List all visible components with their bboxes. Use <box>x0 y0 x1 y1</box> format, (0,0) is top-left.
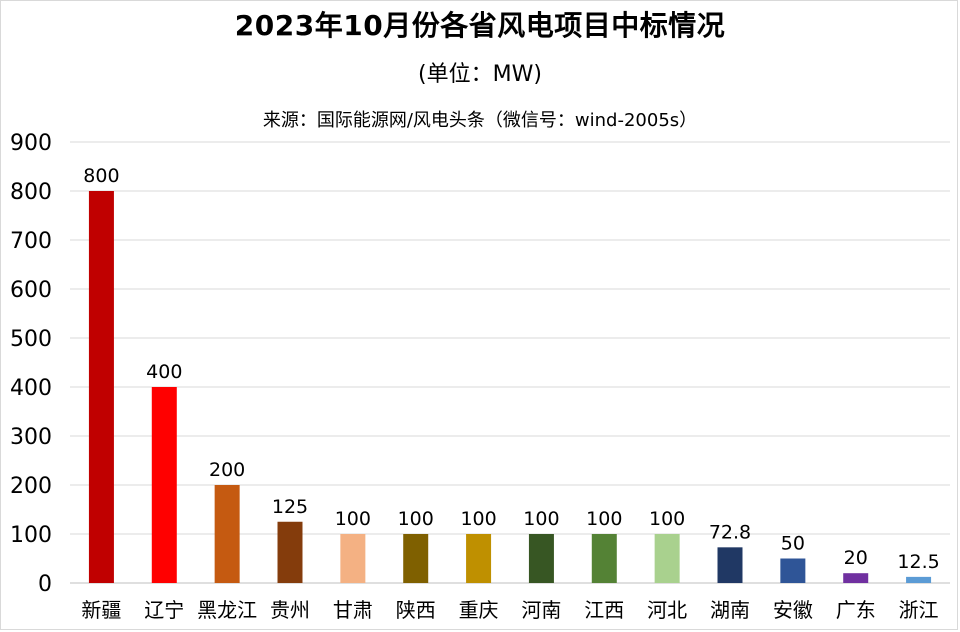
category-label: 江西 <box>584 598 624 622</box>
chart-title: 2023年10月份各省风电项目中标情况 <box>234 9 726 42</box>
data-label: 50 <box>781 533 805 555</box>
y-axis-ticks: 0 100 200 300 400 500 600 700 800 900 <box>10 131 52 597</box>
category-label: 新疆 <box>81 598 121 622</box>
data-label: 100 <box>523 508 559 530</box>
y-tick-label: 200 <box>10 474 52 499</box>
y-tick-label: 700 <box>10 229 52 254</box>
y-tick-label: 900 <box>10 131 52 156</box>
bar <box>214 485 240 583</box>
data-labels: 800 400 200 125 100 100 100 100 100 100 72.8 50 20 12… <box>83 165 939 573</box>
bar <box>780 558 806 583</box>
data-label: 100 <box>460 508 496 530</box>
data-label: 400 <box>146 361 182 383</box>
bar <box>88 191 114 583</box>
chart-subtitle: (单位：MW) <box>418 62 542 87</box>
data-label: 100 <box>586 508 622 530</box>
bar <box>717 547 743 583</box>
bar <box>843 573 869 583</box>
category-label: 陕西 <box>396 598 436 622</box>
category-label: 黑龙江 <box>197 598 257 622</box>
bar <box>340 534 366 583</box>
bar <box>906 576 932 583</box>
bar <box>466 534 492 583</box>
bar <box>528 534 554 583</box>
bar <box>591 534 617 583</box>
data-label: 100 <box>398 508 434 530</box>
y-tick-label: 400 <box>10 376 52 401</box>
data-label: 800 <box>83 165 119 187</box>
data-label: 100 <box>335 508 371 530</box>
y-tick-label: 0 <box>38 572 52 597</box>
y-tick-label: 800 <box>10 180 52 205</box>
category-label: 贵州 <box>270 598 310 622</box>
category-label: 甘肃 <box>333 598 373 622</box>
gridlines <box>70 141 950 584</box>
data-label: 125 <box>272 496 308 518</box>
category-label: 重庆 <box>459 598 499 622</box>
bars <box>88 191 932 583</box>
data-label: 12.5 <box>897 551 939 573</box>
bar <box>277 521 303 583</box>
category-label: 湖南 <box>710 598 750 622</box>
data-label: 20 <box>844 547 868 569</box>
category-label: 河北 <box>647 598 687 622</box>
chart-source: 来源：国际能源网/风电头条（微信号：wind-2005s） <box>262 110 698 131</box>
data-label: 100 <box>649 508 685 530</box>
category-label: 安徽 <box>773 598 813 622</box>
bar <box>151 387 177 583</box>
category-label: 广东 <box>836 598 876 622</box>
bar <box>654 534 680 583</box>
y-tick-label: 500 <box>10 327 52 352</box>
y-tick-label: 600 <box>10 278 52 303</box>
y-tick-label: 300 <box>10 425 52 450</box>
category-labels: 新疆 辽宁 黑龙江 贵州 甘肃 陕西 重庆 河南 江西 河北 湖南 安徽 广东 浙江 <box>81 598 938 622</box>
category-label: 辽宁 <box>144 598 184 622</box>
bar <box>403 534 429 583</box>
data-label: 200 <box>209 459 245 481</box>
category-label: 河南 <box>521 598 561 622</box>
category-label: 浙江 <box>899 598 939 622</box>
y-tick-label: 100 <box>10 523 52 548</box>
data-label: 72.8 <box>709 521 751 543</box>
